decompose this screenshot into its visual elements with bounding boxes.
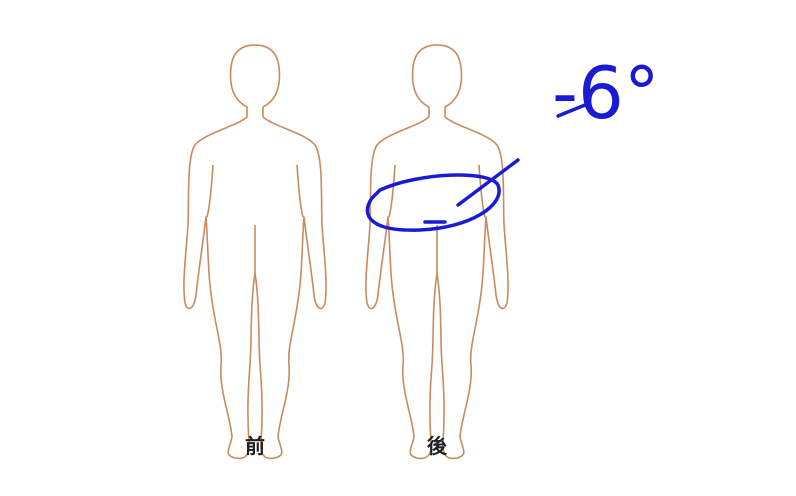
- back-figure: [365, 44, 509, 460]
- annotation-ink: [365, 103, 587, 232]
- front-label: 前: [245, 434, 265, 458]
- annotation-text: -6°: [552, 51, 660, 135]
- back-label: 後: [427, 434, 448, 458]
- front-figure: [183, 44, 327, 460]
